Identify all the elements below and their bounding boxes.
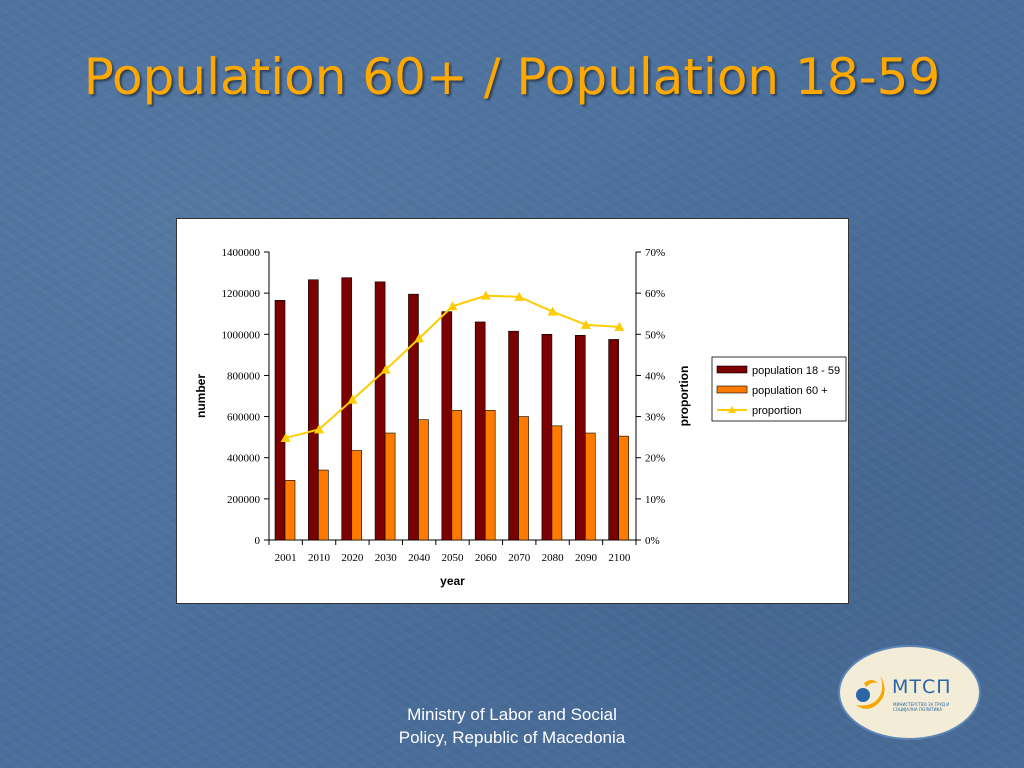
bar-population-18-59 [274, 300, 286, 541]
bar-population-18-59 [541, 333, 553, 541]
legend-label: population 18 - 59 [752, 365, 840, 377]
proportion-point [380, 364, 391, 374]
proportion-point [580, 319, 591, 329]
proportion-point [480, 290, 491, 300]
y-tick-label: 400000 [227, 453, 261, 465]
proportion-point [614, 321, 625, 331]
legend-label: proportion [752, 405, 802, 417]
y2-tick-label: 60% [645, 288, 665, 300]
y2-tick-label: 40% [645, 370, 665, 382]
footer-line-1: Ministry of Labor and Social [407, 705, 617, 724]
bar-population-60-plus [484, 410, 496, 541]
x-tick-label: 2060 [475, 552, 498, 564]
logo-subtext: МИНИСТЕРСТВО ЗА ТРУД И СОЦИЈАЛНА ПОЛИТИК… [893, 702, 950, 712]
y-axis-title: number [194, 374, 208, 418]
legend-swatch [716, 385, 748, 394]
bar-population-18-59 [608, 339, 619, 541]
bar-population-18-59 [508, 330, 519, 541]
legend-swatch [716, 365, 748, 374]
proportion-point [547, 306, 558, 316]
ministry-emblem-icon [856, 675, 885, 709]
proportion-point [514, 291, 525, 301]
legend-swatch-marker [728, 406, 736, 413]
chart-container: 0 200000 400000 600000 800000 1000000 1200000 1… [176, 218, 849, 604]
bar-population-18-59 [474, 321, 486, 541]
x-tick-label: 2070 [508, 552, 531, 564]
bar-population-60-plus [384, 432, 396, 541]
y-tick-label: 1200000 [222, 288, 261, 300]
proportion-point [280, 432, 291, 442]
y-tick-label: 800000 [227, 370, 261, 382]
y2-axis-title: proportion [677, 366, 691, 427]
x-tick-label: 2001 [275, 552, 297, 564]
slide-title: Population 60+ / Population 18-59 [83, 48, 941, 106]
y2-tick-label: 70% [645, 247, 665, 259]
bar-population-60-plus [584, 432, 596, 541]
bar-population-18-59 [308, 279, 319, 541]
chart-svg: 0 200000 400000 600000 800000 1000000 1200000 1… [194, 247, 847, 588]
bar-population-18-59 [574, 335, 586, 541]
bar-population-60-plus [351, 450, 363, 541]
y2-tick-label: 50% [645, 329, 665, 341]
x-axis-title: year [440, 574, 465, 588]
bar-population-60-plus [618, 435, 629, 541]
x-tick-label: 2050 [442, 552, 465, 564]
bar-population-60-plus [518, 416, 529, 541]
bar-population-18-59 [441, 311, 453, 541]
proportion-point [447, 301, 458, 311]
y2-tick-label: 0% [645, 535, 660, 547]
y-tick-label: 600000 [227, 412, 261, 424]
x-tick-label: 2010 [308, 552, 331, 564]
x-tick-label: 2020 [341, 552, 364, 564]
bar-population-60-plus [284, 480, 296, 541]
bar-population-60-plus [451, 410, 463, 541]
bar-population-18-59 [408, 293, 419, 541]
proportion-point [414, 333, 425, 343]
y-tick-label: 0 [255, 535, 261, 547]
y-tick-label: 1400000 [222, 247, 261, 259]
proportion-point [347, 394, 358, 404]
x-tick-label: 2080 [542, 552, 565, 564]
logo-text: МТСП [892, 676, 952, 698]
legend-label: population 60 + [752, 385, 828, 397]
x-tick-label: 2090 [575, 552, 598, 564]
y2-tick-label: 20% [645, 453, 665, 465]
bar-population-18-59 [374, 281, 386, 541]
footer-line-2: Policy, Republic of Macedonia [398, 728, 626, 747]
ministry-logo: МТСП МИНИСТЕРСТВО ЗА ТРУД И СОЦИЈАЛНА ПО… [838, 645, 981, 740]
bar-population-60-plus [551, 425, 563, 541]
proportion-point [314, 424, 325, 434]
y2-tick-label: 10% [645, 494, 665, 506]
y2-tick-label: 30% [645, 412, 665, 424]
y-tick-label: 200000 [227, 494, 261, 506]
x-tick-label: 2040 [408, 552, 431, 564]
footer: Ministry of Labor and Social Policy, Rep… [312, 703, 712, 749]
x-tick-label: 2100 [608, 552, 631, 564]
bar-population-60-plus [418, 419, 429, 541]
bar-population-60-plus [318, 469, 329, 541]
x-tick-label: 2030 [375, 552, 398, 564]
y-tick-label: 1000000 [222, 329, 261, 341]
